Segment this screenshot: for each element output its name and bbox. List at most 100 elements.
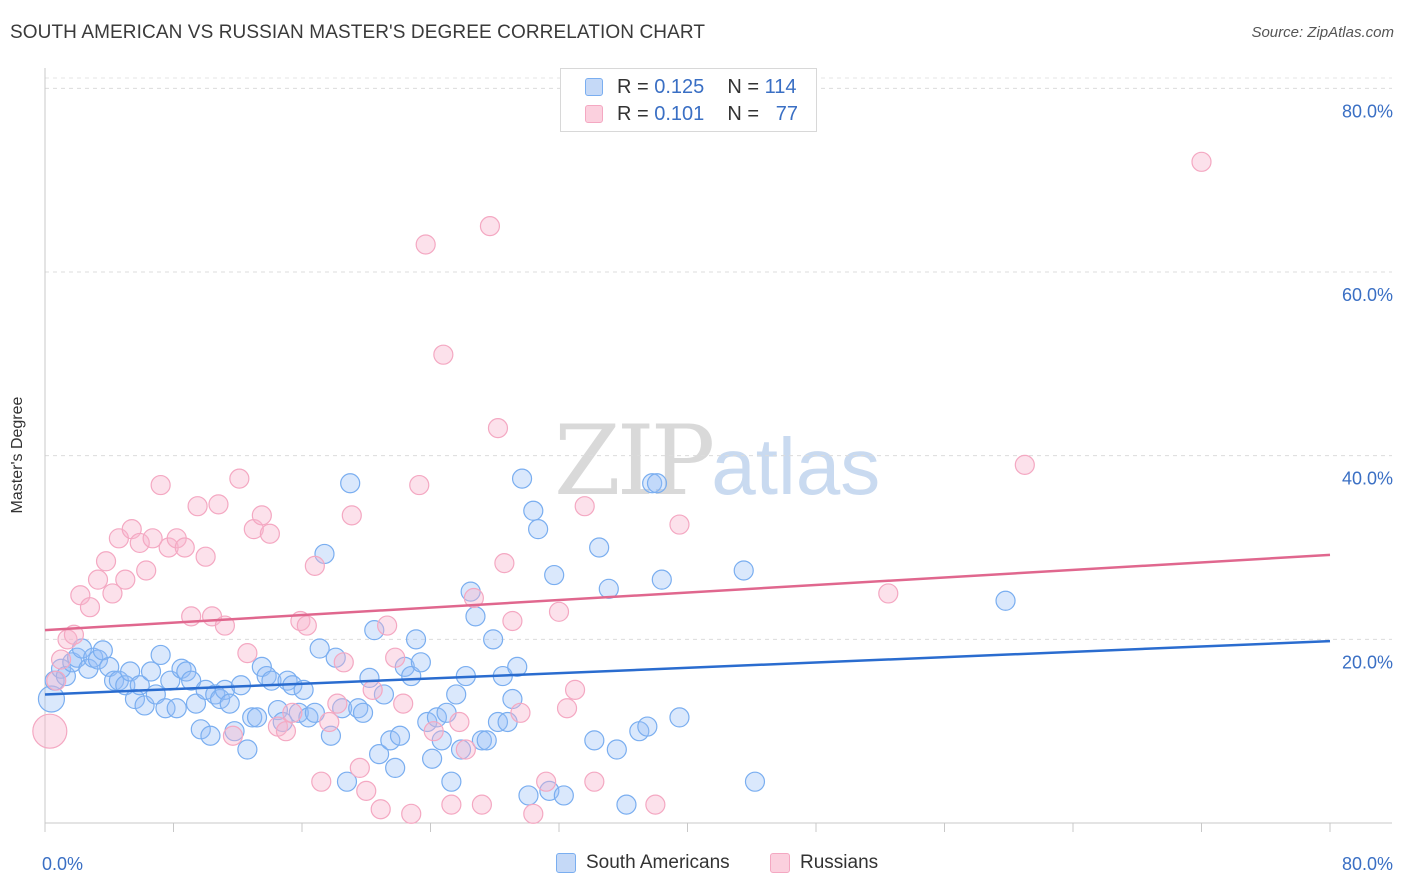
legend-row-russian: R = 0.101 N = 77 bbox=[585, 101, 798, 127]
south-american-point bbox=[651, 569, 672, 590]
source-label[interactable]: Source: ZipAtlas.com bbox=[1251, 24, 1394, 41]
south-american-point bbox=[744, 771, 766, 792]
russian-point bbox=[87, 569, 109, 590]
south-american-point bbox=[190, 719, 211, 740]
south-americans-trend-line bbox=[44, 639, 1331, 696]
russian-point bbox=[393, 693, 414, 714]
south-american-point bbox=[336, 771, 358, 792]
y-tick-label: 60.0% bbox=[1342, 285, 1393, 305]
russian-point bbox=[502, 610, 523, 632]
south-american-point bbox=[380, 730, 401, 751]
tick-labels: 20.0% 40.0% 60.0% 80.0% 0.0% 80.0% bbox=[42, 101, 1393, 874]
south-swatch-icon bbox=[585, 78, 603, 96]
russian-point bbox=[536, 771, 557, 792]
south-american-point bbox=[246, 707, 268, 728]
legend-south-americans-label: South Americans bbox=[586, 852, 730, 873]
legend-row-south: R = 0.125 N = 114 bbox=[585, 74, 797, 100]
south-american-point bbox=[103, 670, 125, 691]
correlation-legend: R = 0.125 N = 114 R = 0.101 N = 77 bbox=[560, 68, 817, 132]
russian-point bbox=[878, 583, 899, 604]
russian-point bbox=[222, 725, 244, 746]
y-tick-label: 40.0% bbox=[1342, 469, 1393, 489]
south-american-point bbox=[364, 620, 385, 641]
south-american-point bbox=[507, 656, 528, 677]
legend-item-russians[interactable]: Russians bbox=[770, 852, 878, 874]
russian-swatch-icon bbox=[585, 105, 603, 123]
south-american-point bbox=[476, 730, 497, 751]
russians-trend-line bbox=[44, 553, 1331, 632]
south-american-point bbox=[166, 698, 187, 719]
russian-point bbox=[1191, 151, 1212, 172]
x-tick-label-min: 0.0% bbox=[42, 854, 83, 874]
trend-lines bbox=[44, 553, 1331, 696]
russian-point bbox=[63, 624, 85, 645]
south-american-point bbox=[483, 629, 504, 650]
south-american-point bbox=[646, 473, 668, 494]
south-american-point bbox=[219, 693, 240, 714]
russian-point bbox=[645, 794, 666, 815]
south-american-point bbox=[642, 473, 663, 494]
grid-lines bbox=[45, 77, 1392, 640]
series-legend: South Americans Russians bbox=[0, 852, 1406, 878]
russian-point bbox=[423, 721, 444, 742]
south-american-point bbox=[518, 785, 539, 806]
russian-point bbox=[296, 615, 317, 636]
south-american-point bbox=[995, 590, 1016, 611]
south-american-point bbox=[209, 688, 231, 710]
russian-point bbox=[150, 474, 171, 496]
russian-n-value: 77 bbox=[775, 102, 798, 125]
russian-point bbox=[304, 555, 325, 576]
russian-point bbox=[385, 647, 406, 668]
russian-point bbox=[471, 794, 492, 815]
russian-point bbox=[102, 583, 123, 604]
russian-point bbox=[487, 418, 509, 439]
russian-point bbox=[441, 794, 462, 815]
russian-point bbox=[327, 693, 348, 714]
south-american-point bbox=[385, 757, 406, 779]
south-american-point bbox=[471, 730, 492, 751]
russian-point bbox=[362, 679, 383, 700]
south-american-point bbox=[511, 468, 533, 489]
south-american-point bbox=[87, 649, 109, 670]
russian-point bbox=[208, 494, 229, 515]
south-american-point bbox=[616, 794, 637, 815]
legend-item-south-americans[interactable]: South Americans bbox=[556, 852, 730, 874]
russian-point bbox=[79, 597, 101, 618]
south-american-point bbox=[359, 667, 380, 689]
russians-swatch-icon bbox=[770, 853, 790, 873]
russian-point bbox=[479, 216, 501, 237]
russian-point bbox=[251, 505, 272, 526]
russian-point bbox=[95, 551, 117, 572]
south-american-point bbox=[465, 606, 486, 627]
south-american-point bbox=[441, 771, 462, 792]
russian-point bbox=[32, 713, 68, 749]
south-american-point bbox=[523, 500, 544, 521]
south-american-point bbox=[553, 785, 574, 806]
south-american-point bbox=[309, 638, 330, 659]
legend-russians-label: Russians bbox=[800, 852, 879, 873]
russian-point bbox=[510, 702, 531, 723]
russian-point bbox=[136, 560, 157, 581]
russian-point bbox=[574, 496, 595, 517]
russian-point bbox=[142, 528, 163, 549]
south-n-value: 114 bbox=[764, 75, 797, 98]
south-american-point bbox=[37, 685, 66, 713]
south-american-point bbox=[150, 644, 171, 666]
r-label: R = bbox=[617, 75, 649, 98]
russian-point bbox=[409, 474, 430, 496]
russian-point bbox=[494, 553, 515, 574]
south-american-point bbox=[584, 730, 605, 751]
south-american-point bbox=[544, 564, 565, 586]
russian-point bbox=[229, 468, 250, 489]
russian-point bbox=[174, 537, 195, 558]
russian-point bbox=[433, 344, 454, 365]
axes bbox=[44, 68, 1392, 832]
south-american-point bbox=[410, 652, 431, 673]
r-label: R = bbox=[617, 102, 649, 125]
chart-title: SOUTH AMERICAN VS RUSSIAN MASTER'S DEGRE… bbox=[10, 22, 706, 43]
russian-point bbox=[356, 780, 377, 801]
south-r-value: 0.125 bbox=[654, 75, 705, 98]
south-american-point bbox=[389, 725, 411, 746]
russian-point bbox=[548, 601, 570, 622]
